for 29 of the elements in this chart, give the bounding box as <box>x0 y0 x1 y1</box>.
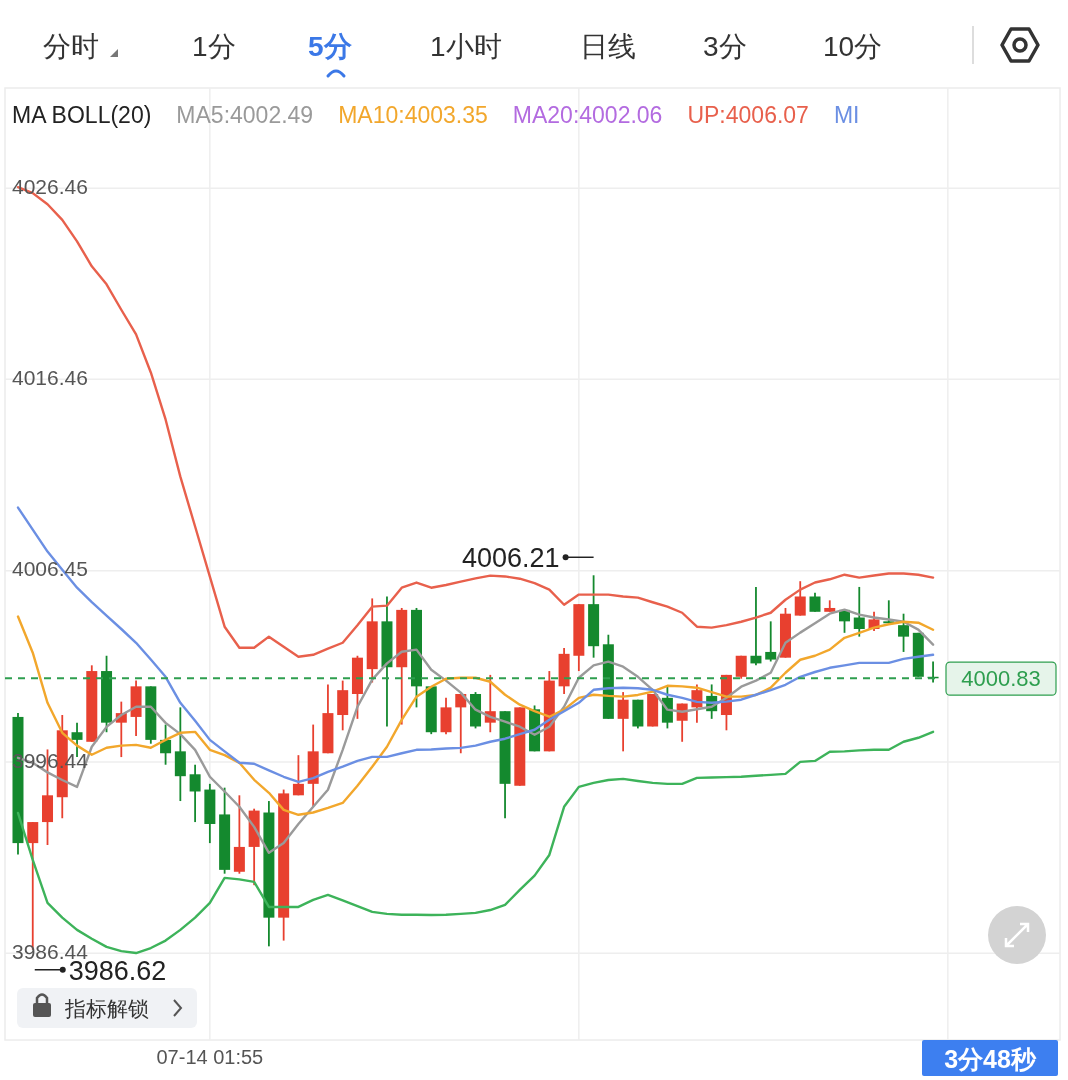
y-tick-label: 4026.46 <box>12 174 88 198</box>
candlestick <box>853 586 865 638</box>
legend-title: MA BOLL(20) <box>12 102 152 128</box>
candlestick <box>750 586 762 667</box>
text: 10分 <box>823 31 883 62</box>
annotation: 4006.21 <box>461 543 560 574</box>
candlestick <box>765 620 777 663</box>
text: MI <box>833 102 860 128</box>
text: UP:4006.07 <box>687 102 809 128</box>
text: MA5:4002.49 <box>176 102 314 128</box>
text: 3分 <box>703 31 747 62</box>
candlestick <box>794 580 806 617</box>
text: 日线 <box>580 31 636 62</box>
candlestick <box>809 591 821 613</box>
ref-line-label: 4000.83 <box>961 666 1041 692</box>
text: 分时 <box>43 31 99 62</box>
y-tick-label: 4016.46 <box>12 365 88 389</box>
x-tick-label: 07-14 01:55 <box>156 1046 264 1068</box>
text: 1分 <box>192 31 236 62</box>
text: 5分 <box>308 31 353 62</box>
annotation: MA20:4002.06 <box>512 102 663 128</box>
text: 1小时 <box>430 31 502 62</box>
candlestick <box>617 691 629 753</box>
text: MA10:4003.35 <box>338 102 488 128</box>
candlestick <box>898 612 910 653</box>
annotation: 指标解锁 <box>64 997 149 1020</box>
text: 3分48秒 <box>944 1045 1037 1073</box>
candlestick <box>292 754 304 797</box>
candlestick <box>189 763 201 823</box>
